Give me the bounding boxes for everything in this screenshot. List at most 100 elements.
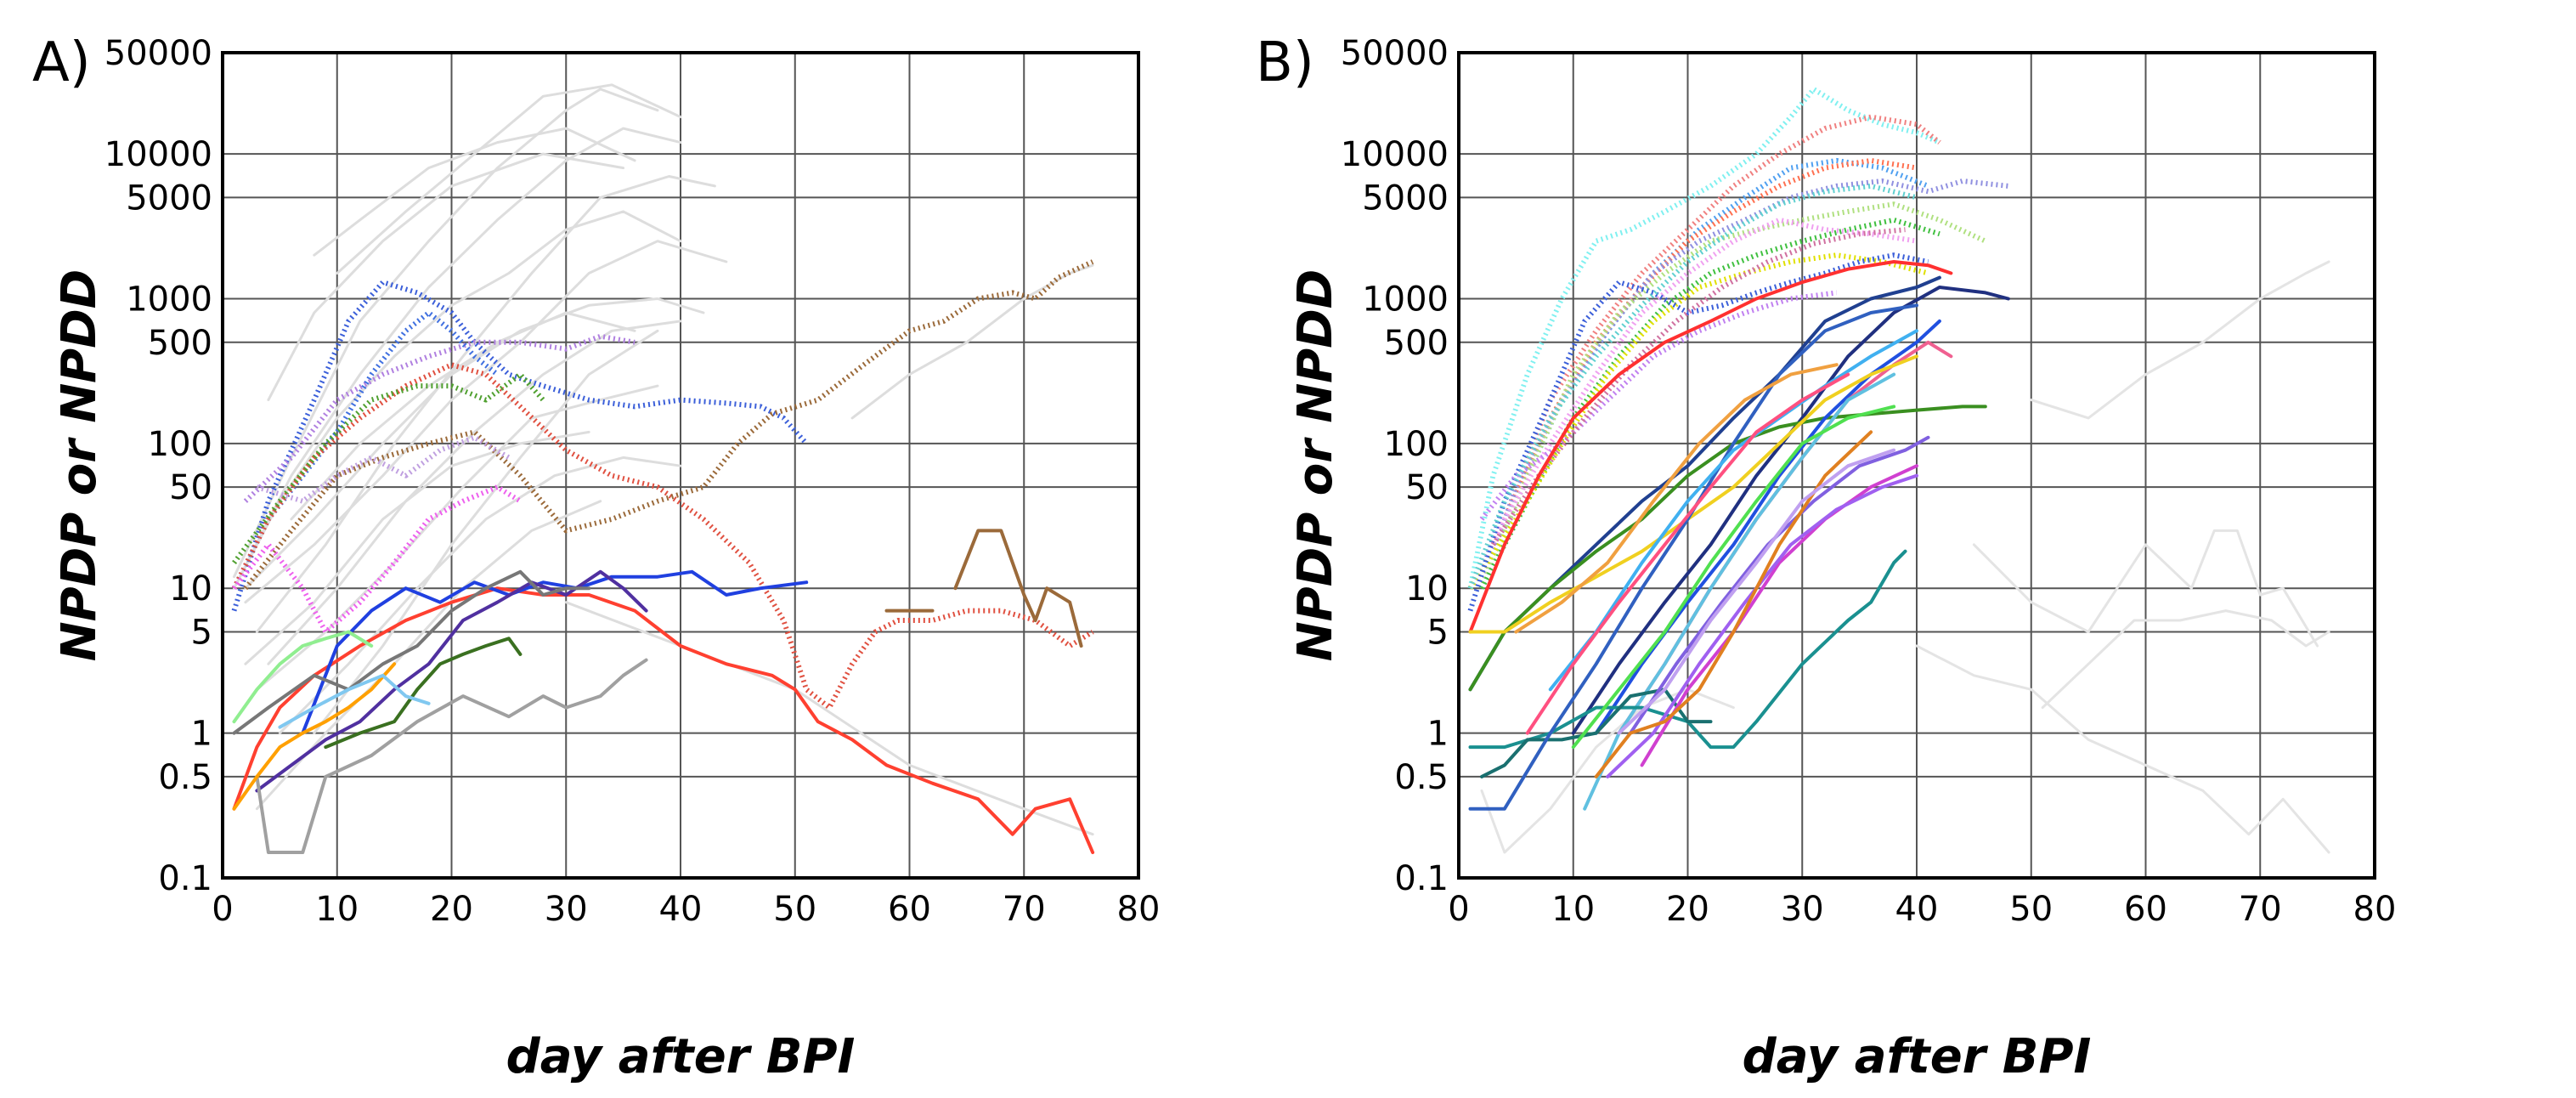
series-line: [1467, 252, 1929, 612]
background-series-line: [233, 88, 659, 579]
x-tick-label: 30: [545, 890, 588, 929]
y-tick-label: 10000: [105, 135, 212, 174]
series-line: [1480, 688, 1713, 778]
y-tick-label: 50: [169, 468, 212, 507]
series-line: [232, 371, 545, 564]
x-tick-label: 10: [1551, 890, 1595, 929]
x-tick-label: 10: [315, 890, 359, 929]
series-line: [324, 637, 523, 750]
series-line: [1571, 286, 2010, 735]
x-axis-title: day after BPI: [506, 1029, 856, 1084]
y-tick-label: 0.1: [158, 859, 212, 898]
background-series-line: [336, 83, 682, 274]
background-series-line: [255, 175, 716, 633]
background-series-line: [267, 320, 682, 665]
series-line: [256, 434, 511, 504]
y-tick-label: 10: [1405, 569, 1449, 608]
y-tick-label: 50000: [1341, 34, 1449, 73]
y-tick-label: 100: [1384, 425, 1449, 464]
background-series-line: [2041, 609, 2330, 710]
x-tick-label: 50: [773, 890, 816, 929]
chart-panel-b: B) 0 10 20 30 40 50 60 70 80 0.1 0.5 1 5 10 50 100 500 100…: [1256, 31, 2396, 1084]
plot-frame: [221, 51, 1140, 880]
series-line: [231, 362, 1094, 710]
series-line: [232, 569, 591, 735]
y-tick-label: 0.5: [158, 758, 212, 797]
y-tick-label: 0.1: [1394, 859, 1449, 898]
background-series-line: [255, 384, 659, 691]
panel-label: B): [1256, 31, 1314, 94]
series-line: [232, 662, 397, 811]
series-line: [1583, 372, 1896, 811]
background-series-line: [1915, 644, 2330, 854]
background-series-line: [233, 127, 682, 590]
chart-panel-a: A) 0 10 20 30 40 50 60 70 80 0.1 0.5 1 5 10 50 100 500 100…: [32, 31, 1160, 1084]
series-line: [1468, 260, 1953, 634]
y-tick-label: 5: [191, 614, 212, 653]
series-line: [301, 569, 809, 735]
y-tick-label: 5000: [126, 178, 212, 218]
background-series-line: [244, 297, 705, 590]
x-axis-title: day after BPI: [1743, 1029, 2092, 1084]
series-line: [1468, 303, 1918, 811]
x-tick-label: 0: [1448, 890, 1469, 929]
x-tick-label: 80: [1117, 890, 1161, 929]
x-tick-label: 40: [659, 890, 703, 929]
y-tick-label: 1: [1427, 715, 1449, 754]
x-tick-label: 50: [2009, 890, 2053, 929]
series-line: [278, 673, 431, 729]
series-line: [232, 484, 522, 635]
y-tick-label: 1000: [126, 280, 212, 319]
series-line: [1548, 329, 1918, 692]
x-tick-label: 40: [1895, 890, 1939, 929]
series-line: [1629, 435, 1930, 735]
series-line: [255, 658, 648, 854]
series-line: [1479, 201, 1987, 590]
y-tick-label: 5: [1427, 614, 1449, 653]
x-tick-label: 70: [1003, 890, 1046, 929]
y-tick-label: 10000: [1341, 135, 1449, 174]
background-series-line: [313, 127, 636, 257]
x-tick-label: 70: [2239, 890, 2282, 929]
y-tick-label: 50000: [105, 34, 212, 73]
x-tick-label: 30: [1781, 890, 1824, 929]
panel-label: A): [32, 31, 91, 94]
y-axis-title: NPDP or NPDD: [1288, 269, 1343, 661]
series-line: [255, 569, 648, 793]
series-line: [1617, 448, 1896, 735]
background-series-line: [2030, 260, 2330, 420]
background-series-line: [290, 311, 636, 521]
background-series-line: [244, 240, 728, 604]
series-line: [232, 630, 374, 724]
series-line: [1571, 405, 1896, 750]
series-line: [1640, 464, 1918, 767]
x-tick-label: 0: [212, 890, 233, 929]
series-line: [953, 529, 1083, 648]
y-tick-label: 50: [1405, 468, 1449, 507]
background-series-line: [255, 500, 602, 811]
plot-frame: [1457, 51, 2376, 880]
x-tick-label: 80: [2353, 890, 2397, 929]
y-axis-title: NPDP or NPDD: [52, 269, 107, 661]
y-tick-label: 5000: [1362, 178, 1449, 218]
background-series-line: [244, 430, 590, 665]
background-series-line: [233, 210, 682, 590]
background-series-line: [1972, 529, 2319, 648]
background-series-line: [313, 329, 659, 735]
y-tick-label: 500: [148, 324, 212, 363]
background-series-line: [267, 152, 625, 402]
y-tick-label: 100: [148, 425, 212, 464]
x-tick-label: 20: [430, 890, 473, 929]
y-tick-label: 10: [169, 569, 212, 608]
y-tick-label: 1: [191, 715, 212, 754]
background-series-line: [564, 601, 1094, 836]
series-line: [1468, 549, 1907, 750]
x-tick-label: 60: [2124, 890, 2167, 929]
background-series-line: [278, 456, 682, 735]
series-line: [1594, 430, 1873, 778]
y-tick-label: 1000: [1362, 280, 1449, 319]
series-line: [1514, 363, 1839, 634]
y-tick-label: 0.5: [1394, 758, 1449, 797]
